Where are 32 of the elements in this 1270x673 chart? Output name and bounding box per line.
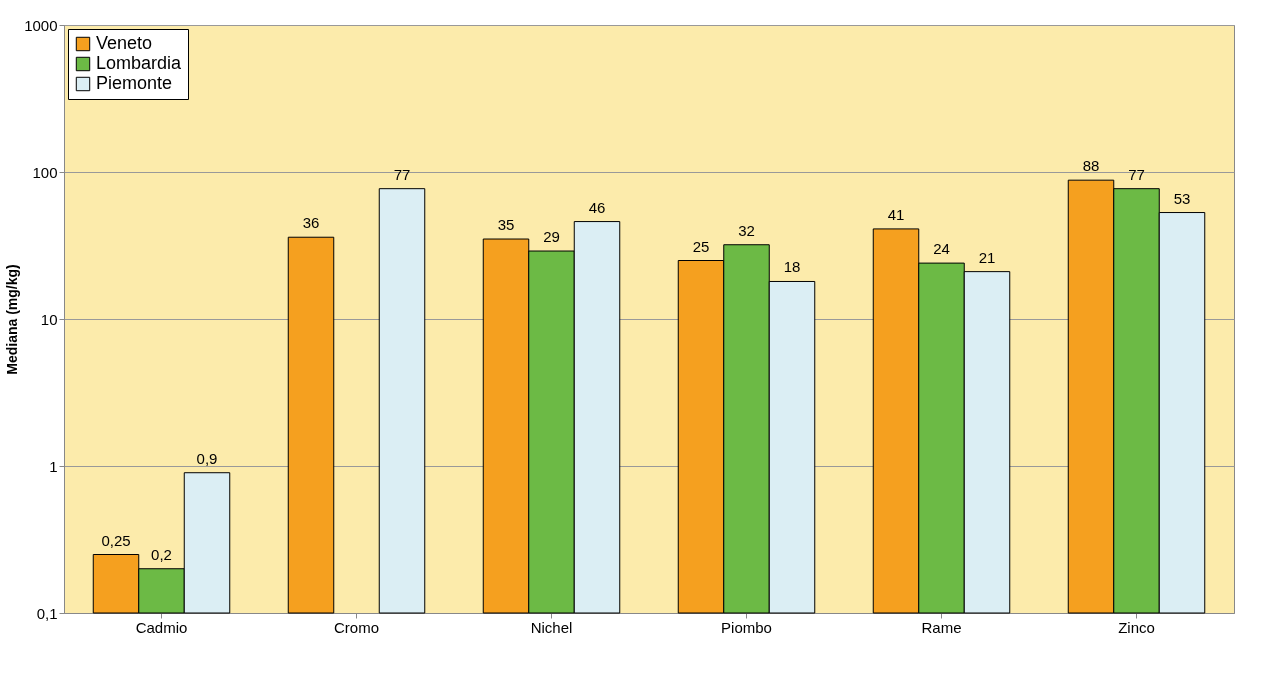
data-label: 25 [692,237,710,255]
y-tick-label: 1 [49,457,58,475]
data-label: 0,2 [151,545,172,563]
data-label: 53 [1173,189,1191,207]
data-label: 36 [302,214,320,232]
y-axis-title: Mediana (mg/kg) [4,264,21,375]
data-label: 0,9 [196,449,218,467]
data-label: 46 [588,198,606,216]
x-tick-label: Nichel [530,618,573,636]
data-label: 0,25 [101,531,131,549]
data-label: 88 [1082,157,1100,175]
data-label: 24 [933,240,950,258]
data-label: 21 [978,248,996,266]
data-label: 18 [783,258,801,276]
data-label: 41 [887,205,905,223]
x-tick-label: Cromo [333,618,380,636]
x-tick-label: Rame [921,618,962,636]
x-tick-label: Zinco [1118,618,1155,636]
legend-label: Veneto [96,33,153,53]
y-tick-label: 10 [40,310,58,328]
x-tick-label: Piombo [721,618,772,636]
y-tick-label: 100 [32,163,58,181]
y-tick-label: 1000 [24,16,58,34]
x-tick-label: Cadmio [135,618,188,636]
data-label: 32 [738,221,755,239]
data-label: 29 [543,228,560,246]
data-label: 77 [393,165,411,183]
y-tick-label: 0,1 [36,604,58,622]
legend-label: Piemonte [96,73,173,93]
data-label: 35 [497,216,515,234]
legend-label: Lombardia [96,53,183,73]
data-label: 77 [1128,165,1145,183]
